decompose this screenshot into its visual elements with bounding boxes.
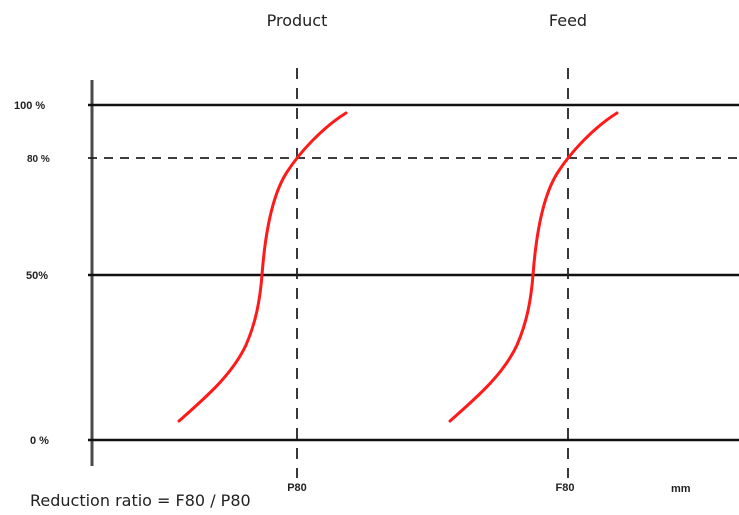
feed-distribution-curve bbox=[448, 111, 619, 423]
unit-label: mm bbox=[671, 483, 691, 495]
label-100-percent: 100 % bbox=[14, 100, 45, 112]
label-0-percent: 0 % bbox=[30, 435, 49, 447]
feed-title: Feed bbox=[549, 11, 587, 30]
label-80-percent: 80 % bbox=[27, 154, 50, 165]
product-distribution-curve bbox=[177, 111, 348, 423]
label-50-percent: 50% bbox=[26, 270, 48, 282]
product-title: Product bbox=[267, 11, 328, 30]
reduction-ratio-formula: Reduction ratio = F80 / P80 bbox=[30, 491, 251, 510]
f80-label: F80 bbox=[556, 482, 575, 494]
p80-label: P80 bbox=[287, 482, 307, 494]
